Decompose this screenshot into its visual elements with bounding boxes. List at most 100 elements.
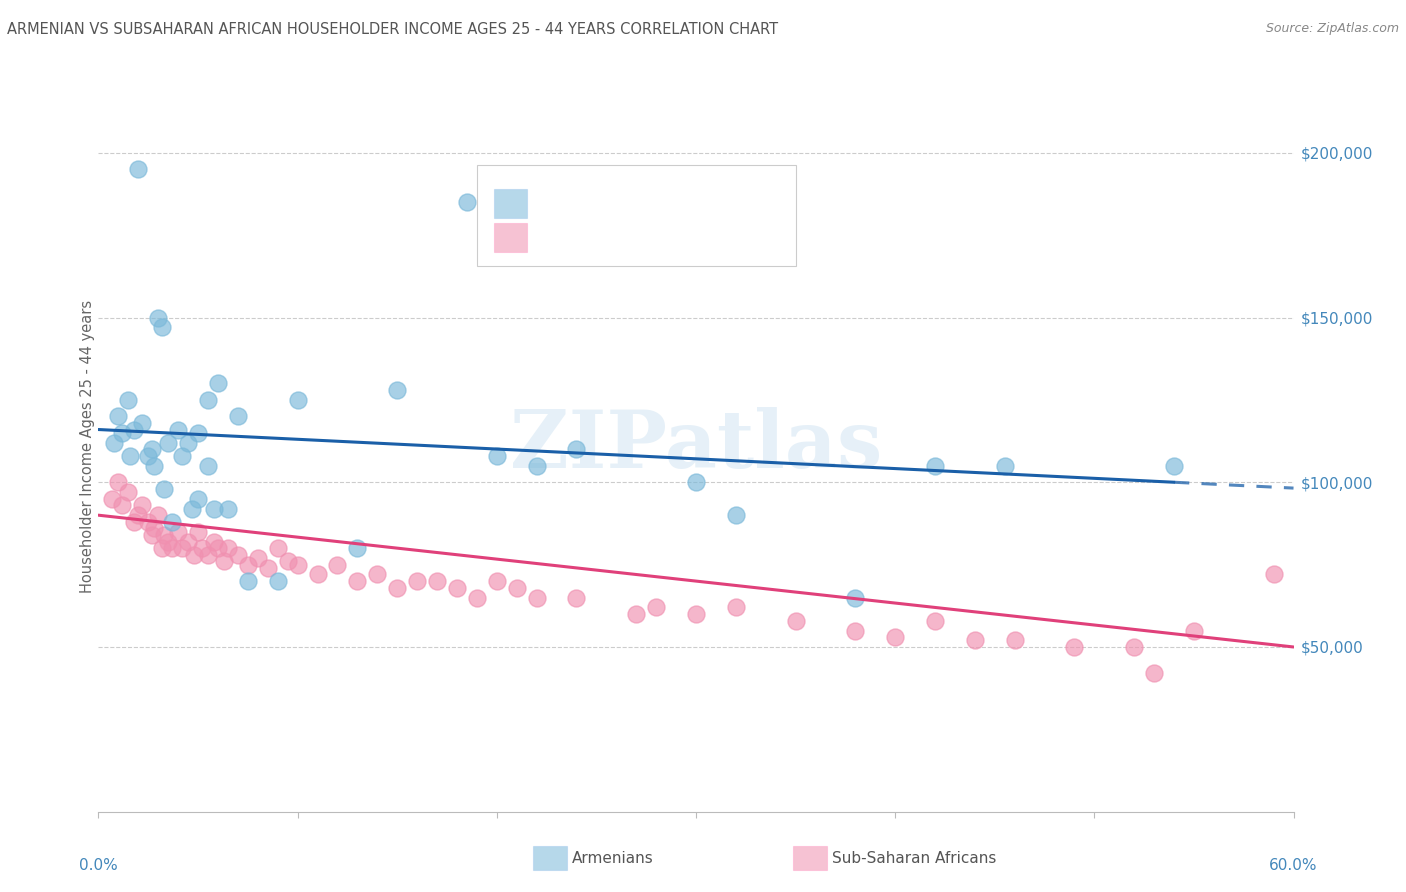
Point: [456, 195, 478, 210]
Point: [187, 524, 209, 539]
Point: [226, 548, 249, 562]
Point: [177, 435, 200, 450]
Point: [167, 524, 190, 539]
Point: [1182, 624, 1205, 638]
Point: [1143, 666, 1166, 681]
Point: [277, 554, 299, 568]
Point: [101, 491, 124, 506]
Point: [685, 607, 707, 621]
Point: [150, 541, 173, 556]
Point: [183, 548, 205, 562]
Point: [366, 567, 388, 582]
Text: 0.0%: 0.0%: [79, 858, 118, 873]
Point: [181, 501, 204, 516]
Point: [246, 551, 269, 566]
Point: [307, 567, 329, 582]
Point: [685, 475, 707, 490]
Point: [565, 442, 588, 457]
Point: [236, 574, 259, 588]
Point: [267, 541, 290, 556]
Point: [131, 498, 153, 512]
Point: [1063, 640, 1085, 654]
Point: [150, 320, 173, 334]
Point: [465, 591, 488, 605]
Point: [287, 558, 309, 572]
Point: [153, 482, 176, 496]
Point: [197, 458, 219, 473]
Text: Sub-Saharan Africans: Sub-Saharan Africans: [832, 851, 997, 865]
Point: [167, 423, 190, 437]
Point: [187, 425, 209, 440]
Point: [256, 561, 278, 575]
Text: R =: R =: [537, 230, 571, 245]
Point: [172, 449, 194, 463]
Point: [526, 591, 548, 605]
Point: [287, 392, 309, 407]
Point: [426, 574, 449, 588]
Text: 60.0%: 60.0%: [1270, 858, 1317, 873]
Point: [884, 630, 907, 644]
Point: [506, 581, 529, 595]
Point: [924, 614, 946, 628]
Point: [207, 376, 229, 391]
Point: [160, 541, 183, 556]
Point: [131, 416, 153, 430]
Point: [141, 528, 163, 542]
Point: [526, 458, 548, 473]
Text: ARMENIAN VS SUBSAHARAN AFRICAN HOUSEHOLDER INCOME AGES 25 - 44 YEARS CORRELATION: ARMENIAN VS SUBSAHARAN AFRICAN HOUSEHOLD…: [7, 22, 778, 37]
Point: [187, 491, 209, 506]
Point: [141, 442, 163, 457]
Text: N =: N =: [643, 230, 686, 245]
Point: [124, 515, 146, 529]
Point: [485, 574, 508, 588]
Text: -0.508: -0.508: [576, 230, 631, 245]
Point: [197, 392, 219, 407]
Point: [963, 633, 986, 648]
Point: [107, 475, 129, 490]
Point: [103, 435, 125, 450]
Point: [136, 449, 159, 463]
Point: [565, 591, 588, 605]
Text: -0.170: -0.170: [576, 195, 631, 211]
Point: [120, 449, 142, 463]
Point: [124, 423, 146, 437]
Point: [143, 521, 166, 535]
Point: [724, 508, 747, 523]
Text: N =: N =: [643, 195, 686, 211]
Point: [160, 515, 183, 529]
Point: [385, 581, 409, 595]
Point: [172, 541, 194, 556]
Point: [148, 310, 170, 325]
Point: [326, 558, 349, 572]
Point: [346, 574, 368, 588]
Point: [645, 600, 668, 615]
Point: [1163, 458, 1185, 473]
Point: [844, 624, 866, 638]
Point: [217, 501, 239, 516]
Point: [236, 558, 259, 572]
Point: [446, 581, 468, 595]
Point: [1123, 640, 1146, 654]
Point: [785, 614, 807, 628]
Point: [177, 534, 200, 549]
Point: [202, 501, 225, 516]
Y-axis label: Householder Income Ages 25 - 44 years: Householder Income Ages 25 - 44 years: [80, 300, 94, 592]
Point: [346, 541, 368, 556]
Text: Source: ZipAtlas.com: Source: ZipAtlas.com: [1265, 22, 1399, 36]
Point: [157, 534, 180, 549]
Point: [148, 508, 170, 523]
Point: [267, 574, 290, 588]
Text: 61: 61: [685, 230, 706, 245]
Point: [217, 541, 239, 556]
Point: [226, 409, 249, 424]
Text: ZIPatlas: ZIPatlas: [510, 407, 882, 485]
Point: [127, 162, 149, 177]
Point: [191, 541, 214, 556]
Point: [994, 458, 1017, 473]
Point: [143, 458, 166, 473]
Point: [724, 600, 747, 615]
Point: [385, 383, 409, 397]
Point: [107, 409, 129, 424]
Point: [117, 392, 139, 407]
Point: [626, 607, 648, 621]
